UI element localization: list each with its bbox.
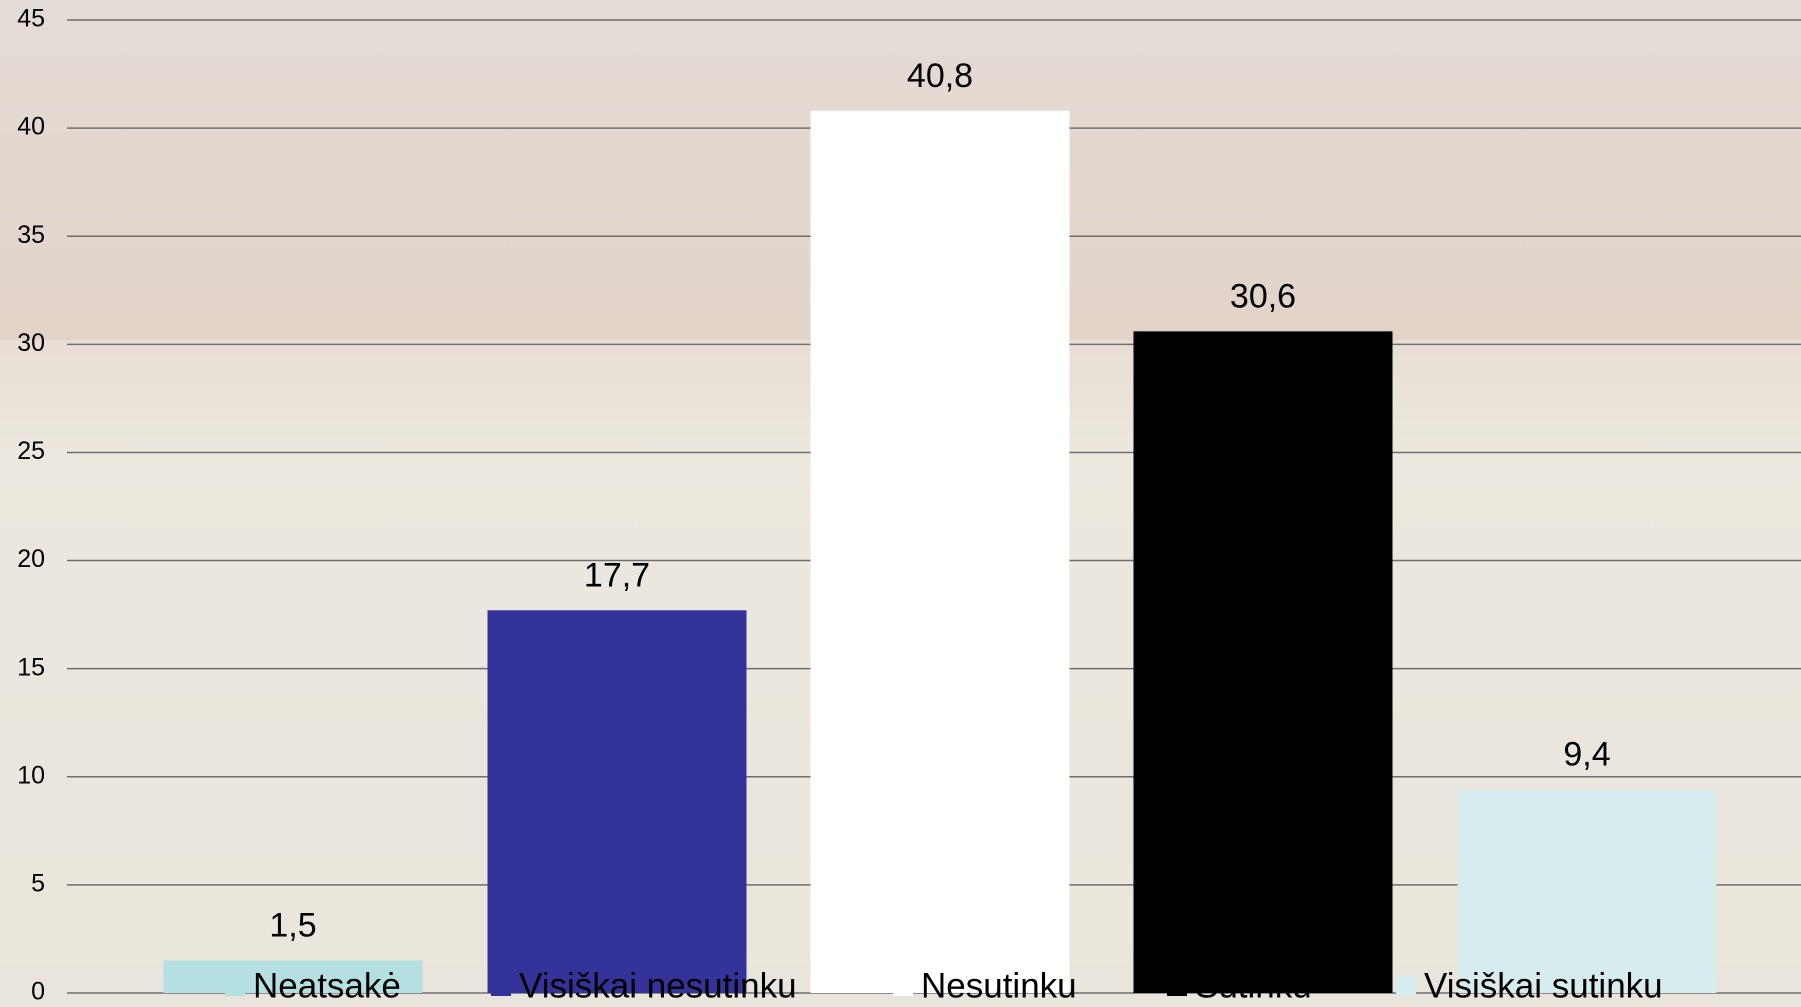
legend-label: Nesutinku xyxy=(921,966,1077,1005)
legend-label: Visiškai sutinku xyxy=(1424,966,1663,1005)
y-tick-label: 30 xyxy=(17,329,45,357)
legend-label: Sutinku xyxy=(1195,966,1312,1005)
legend-marker xyxy=(1167,976,1187,996)
y-tick-label: 25 xyxy=(17,437,45,465)
y-tick-label: 10 xyxy=(17,761,45,789)
value-label: 30,6 xyxy=(1230,277,1296,315)
value-label: 17,7 xyxy=(584,556,650,594)
legend-marker xyxy=(1396,976,1416,996)
value-label: 40,8 xyxy=(907,57,973,95)
value-label: 9,4 xyxy=(1563,736,1610,774)
y-tick-label: 0 xyxy=(31,978,45,1006)
legend-marker xyxy=(893,976,913,996)
legend-label: Neatsakė xyxy=(253,966,401,1005)
legend-marker xyxy=(225,976,245,996)
bar xyxy=(1133,331,1393,993)
y-tick-label: 20 xyxy=(17,545,45,573)
value-label: 1,5 xyxy=(269,907,316,945)
bar xyxy=(1457,789,1717,993)
legend-label: Visiškai nesutinku xyxy=(519,966,797,1005)
y-tick-label: 40 xyxy=(17,113,45,141)
bar xyxy=(810,110,1070,993)
y-tick-label: 15 xyxy=(17,653,45,681)
y-tick-label: 35 xyxy=(17,221,45,249)
y-tick-label: 45 xyxy=(17,5,45,33)
y-tick-label: 5 xyxy=(31,869,45,897)
legend-marker xyxy=(491,976,511,996)
bar xyxy=(163,960,423,993)
bar xyxy=(487,610,747,993)
